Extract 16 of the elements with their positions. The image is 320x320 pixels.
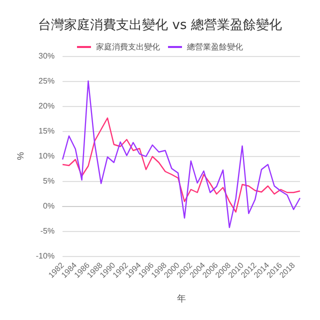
x-axis-title: 年 [176,294,186,304]
chart-title: 台灣家庭消費支出變化 vs 總營業盈餘變化 [38,17,282,33]
y-tick-label: 20% [38,102,55,110]
y-axis-title: % [16,152,26,160]
y-tick-label: 25% [38,76,55,86]
y-tick-label: 15% [38,126,55,136]
legend-label: 家庭消費支出變化 [96,42,160,52]
line-series [62,80,301,228]
y-tick-label: 5% [43,176,55,186]
line-series [62,117,301,213]
legend-label: 總營業盈餘變化 [186,42,243,52]
y-tick-label: -5% [40,226,55,236]
y-tick-label: 30% [38,52,55,60]
y-tick-label: -10% [36,252,55,260]
y-tick-label: 0% [43,202,55,210]
y-tick-label: 10% [38,152,55,160]
